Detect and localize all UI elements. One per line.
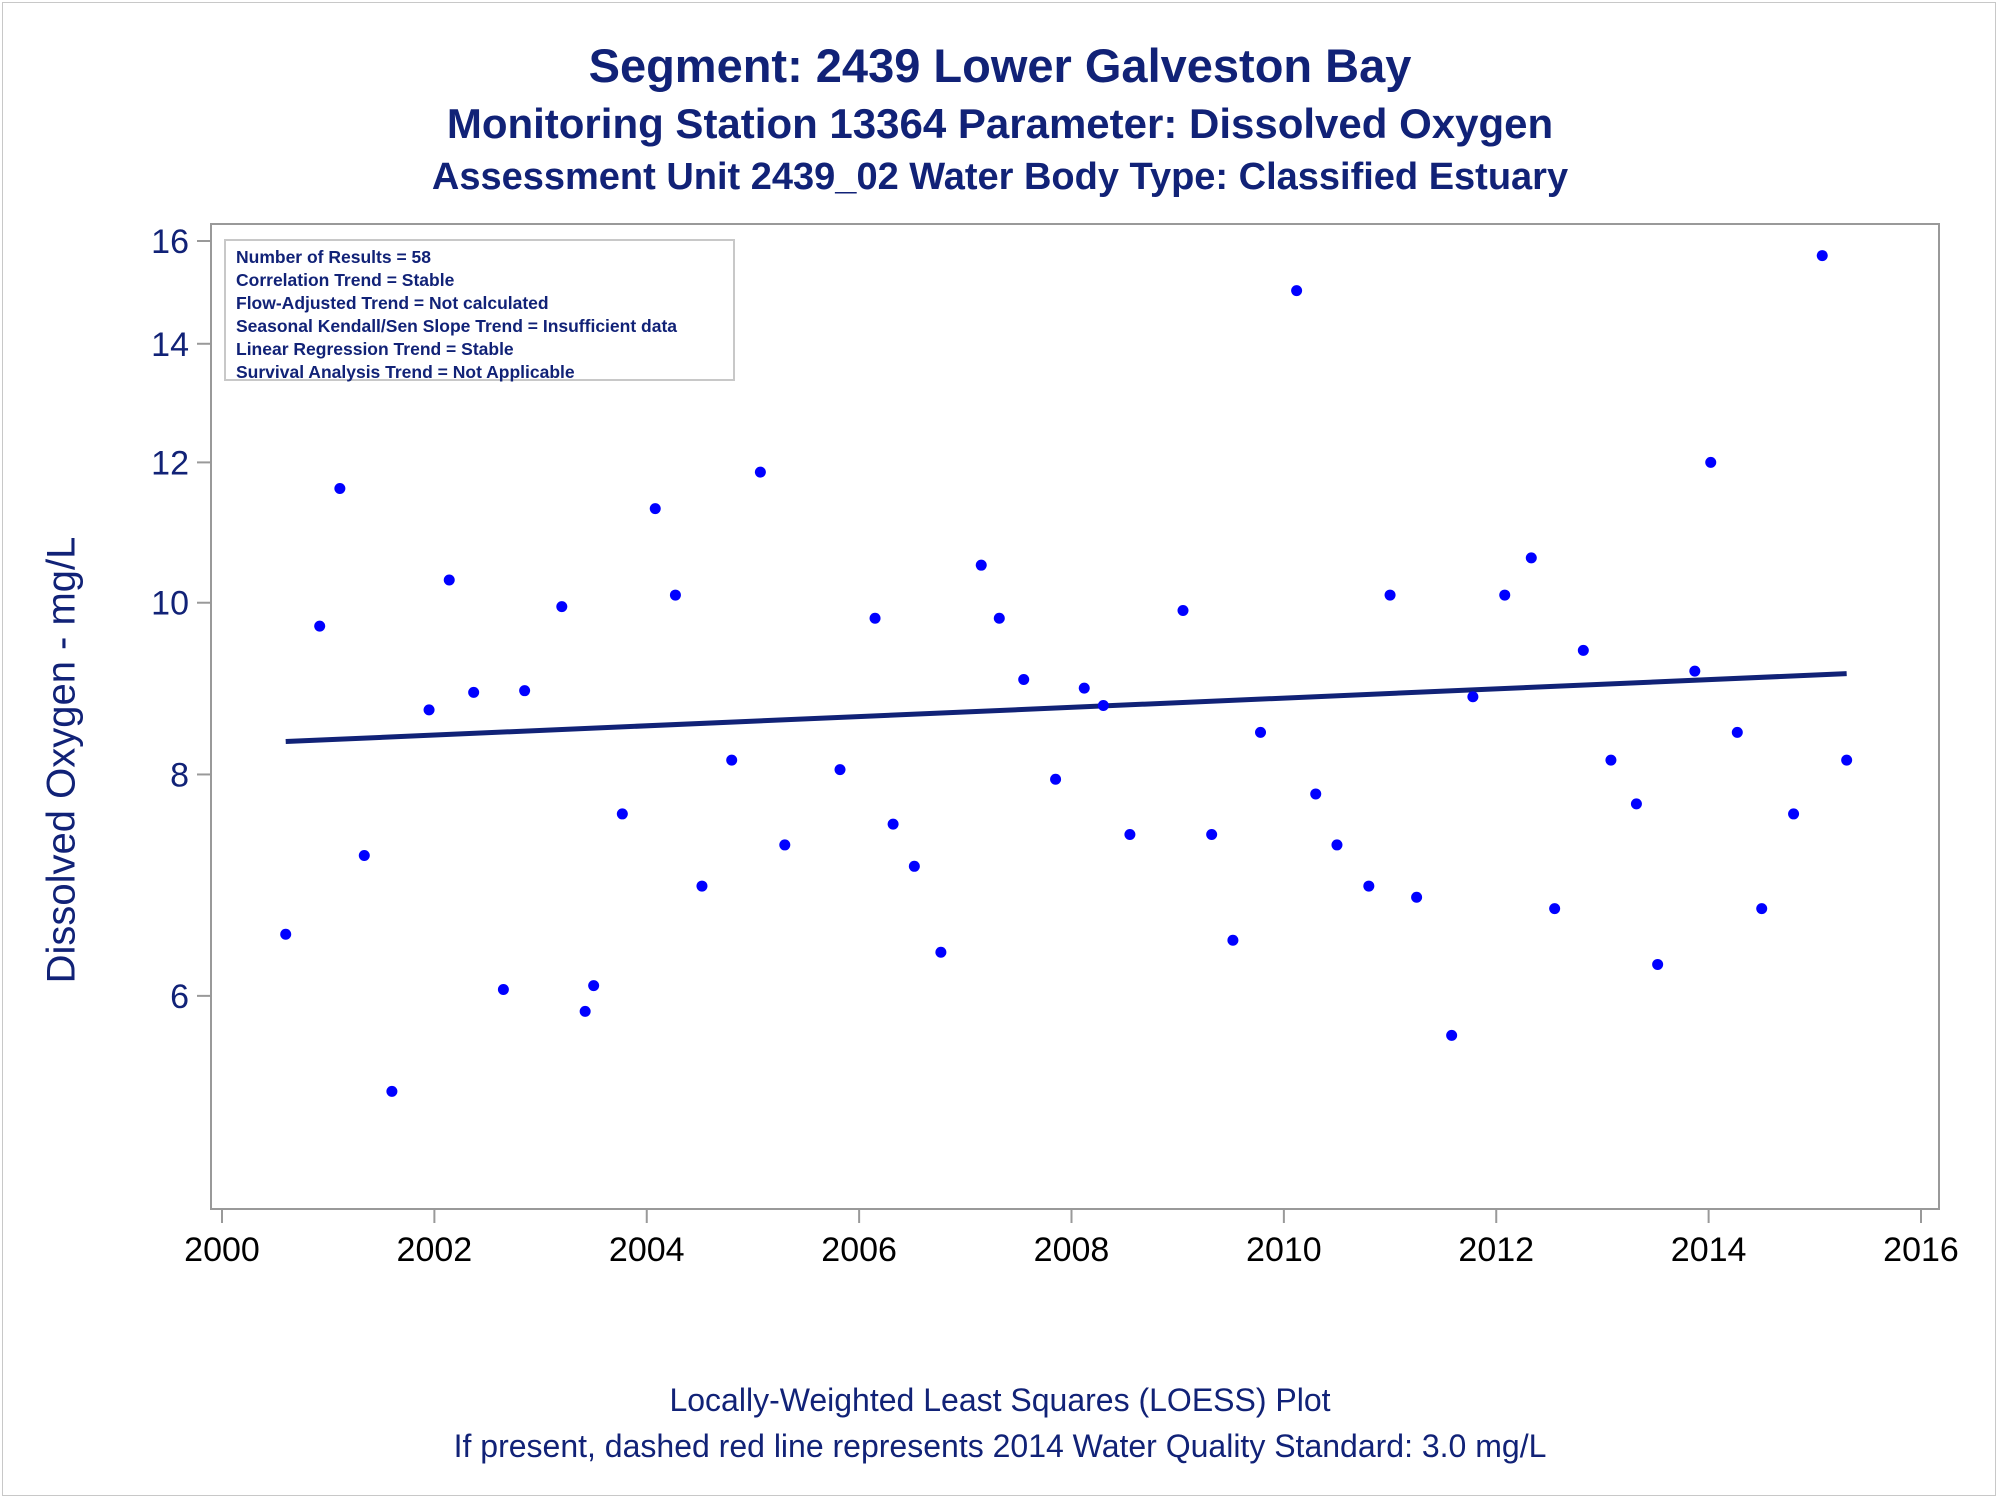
y-tick-label: 12 [151, 444, 189, 482]
stat-survival-analysis-trend: Survival Analysis Trend = Not Applicable [236, 362, 575, 382]
data-point [1177, 604, 1189, 616]
axes: 2000 2002 2004 2006 2008 2010 2012 2014 2016 6 8 10… [151, 223, 1959, 1269]
stat-correlation-trend: Correlation Trend = Stable [236, 270, 455, 290]
y-tick-label: 16 [151, 223, 189, 261]
x-tick-label: 2008 [1034, 1231, 1110, 1269]
chart-subtitle-station: Monitoring Station 13364 Parameter: Diss… [446, 100, 1554, 147]
data-point [1331, 839, 1343, 851]
data-point [1446, 1029, 1458, 1041]
data-point [280, 928, 292, 940]
data-point [669, 589, 681, 601]
data-point [1050, 773, 1062, 785]
trend-statistics-box: Number of Results = 58 Correlation Trend… [224, 239, 735, 382]
y-tick-label: 8 [170, 756, 189, 794]
data-point [1652, 958, 1664, 970]
footnote-standard: If present, dashed red line represents 2… [453, 1428, 1547, 1464]
data-point [1124, 828, 1136, 840]
data-point [1549, 903, 1561, 915]
x-tick-label: 2000 [184, 1231, 260, 1269]
data-point [1291, 285, 1303, 297]
data-point [1384, 589, 1396, 601]
data-point [556, 601, 568, 613]
data-point [1411, 891, 1423, 903]
x-tick-label: 2004 [609, 1231, 685, 1269]
x-tick-label: 2002 [397, 1231, 473, 1269]
data-point [1689, 665, 1701, 677]
y-tick-label: 10 [151, 585, 189, 623]
x-tick-label: 2014 [1671, 1231, 1747, 1269]
chart-subtitle-assessment: Assessment Unit 2439_02 Water Body Type:… [431, 156, 1569, 198]
data-point [443, 574, 455, 586]
data-point [519, 685, 531, 697]
data-point [1097, 699, 1109, 711]
data-point [935, 946, 947, 958]
data-point [314, 620, 326, 632]
data-points [280, 250, 1853, 1097]
chart-title: Segment: 2439 Lower Galveston Bay [588, 39, 1412, 92]
x-tick-label: 2006 [821, 1231, 897, 1269]
data-point [1206, 828, 1218, 840]
data-point [588, 980, 600, 992]
data-point [649, 503, 661, 515]
plot-area-border [210, 223, 1940, 1210]
stat-linear-regression-trend: Linear Regression Trend = Stable [236, 339, 514, 359]
y-tick-label: 6 [170, 978, 189, 1016]
loess-trend-line [285, 671, 1847, 745]
data-point [834, 764, 846, 776]
data-point [726, 754, 738, 766]
data-point [1525, 552, 1537, 564]
data-point [1499, 589, 1511, 601]
data-point [579, 1005, 591, 1017]
data-point [1255, 726, 1267, 738]
data-point [908, 860, 920, 872]
y-tick-label: 14 [151, 326, 189, 364]
data-point [1363, 880, 1375, 892]
data-point [1605, 754, 1617, 766]
data-point [358, 850, 370, 862]
data-point [993, 612, 1005, 624]
data-point [334, 482, 346, 494]
data-point [1788, 808, 1800, 820]
x-tick-label: 2016 [1883, 1231, 1959, 1269]
data-point [1841, 754, 1853, 766]
stat-number-of-results: Number of Results = 58 [236, 247, 431, 267]
data-point [887, 818, 899, 830]
data-point [423, 704, 435, 716]
data-point [779, 839, 791, 851]
stat-flow-adjusted-trend: Flow-Adjusted Trend = Not calculated [236, 293, 549, 313]
x-tick-label: 2012 [1458, 1231, 1534, 1269]
data-point [869, 612, 881, 624]
data-point [754, 466, 766, 478]
data-point [1630, 798, 1642, 810]
data-point [1731, 726, 1743, 738]
data-point [1756, 903, 1768, 915]
data-point [616, 808, 628, 820]
data-point [386, 1085, 398, 1097]
data-point [1816, 250, 1828, 262]
data-point [975, 559, 987, 571]
footnote-loess: Locally-Weighted Least Squares (LOESS) P… [669, 1382, 1331, 1418]
data-point [1705, 456, 1717, 468]
data-point [1467, 691, 1479, 703]
data-point [696, 880, 708, 892]
data-point [468, 686, 480, 698]
data-point [1310, 788, 1322, 800]
data-point [1227, 934, 1239, 946]
x-tick-label: 2010 [1246, 1231, 1322, 1269]
stat-seasonal-kendall-trend: Seasonal Kendall/Sen Slope Trend = Insuf… [236, 316, 678, 336]
data-point [497, 983, 509, 995]
loess-trend [285, 671, 1847, 745]
data-point [1577, 644, 1589, 656]
data-point [1078, 682, 1090, 694]
data-point [1018, 674, 1030, 686]
